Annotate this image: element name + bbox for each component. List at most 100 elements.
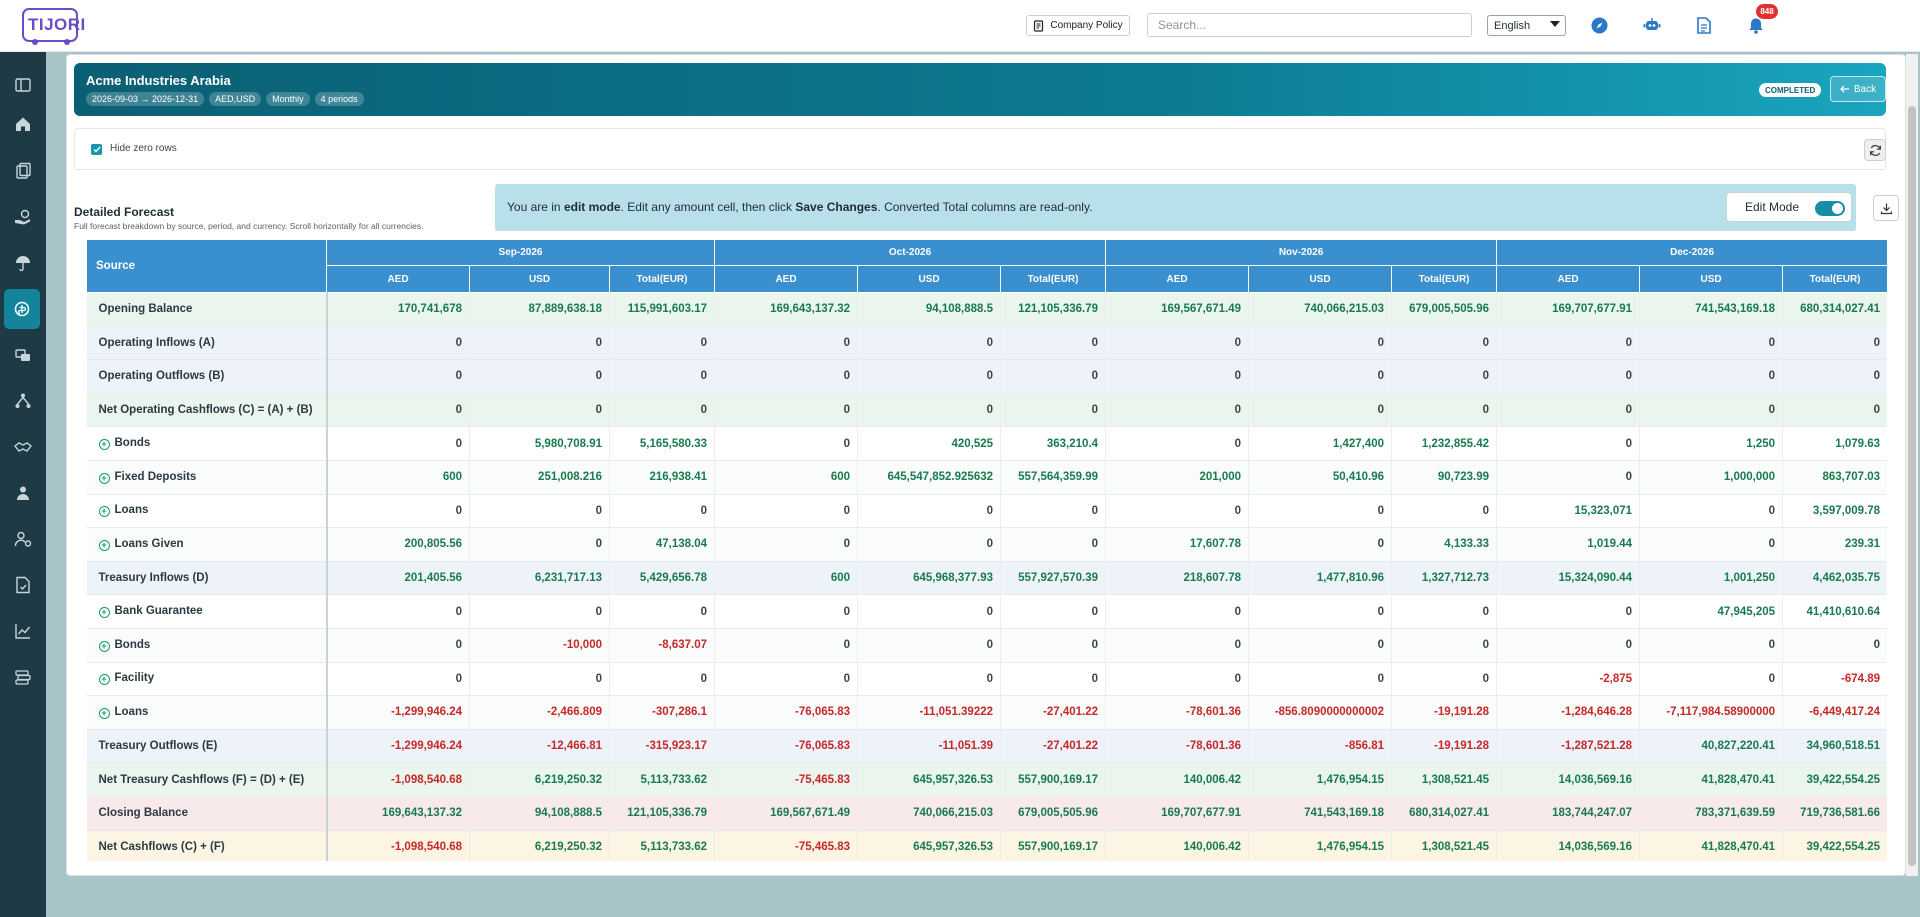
bot-icon[interactable] bbox=[1643, 16, 1661, 34]
expand-plus-icon[interactable]: + bbox=[98, 439, 110, 451]
amount-cell[interactable]: 17,607.78 bbox=[1105, 527, 1250, 562]
amount-cell[interactable]: 0 bbox=[714, 594, 859, 629]
amount-cell[interactable]: 200,805.56 bbox=[326, 527, 470, 562]
edit-mode-switch[interactable] bbox=[1815, 201, 1845, 216]
amount-cell[interactable]: -1,284,646.28 bbox=[1496, 695, 1641, 730]
amount-cell[interactable]: 0 bbox=[1496, 594, 1641, 629]
row-label[interactable]: + Loans Given bbox=[86, 527, 328, 562]
handshake-icon[interactable] bbox=[0, 427, 46, 467]
exchange-icon[interactable] bbox=[0, 335, 46, 375]
amount-cell[interactable]: 600 bbox=[326, 460, 470, 495]
edit-mode-toggle-button[interactable]: Edit Mode bbox=[1726, 192, 1852, 222]
compass-icon[interactable] bbox=[1590, 16, 1608, 34]
hide-zero-checkbox[interactable] bbox=[91, 144, 102, 155]
amount-cell[interactable]: -7,117,984.58900000 bbox=[1639, 695, 1784, 730]
forecast-table-container[interactable]: Source Sep-2026 Oct-2026 Nov-2026 Dec-2026 AE… bbox=[86, 239, 1887, 861]
tijori-logo[interactable]: TIJORI bbox=[22, 8, 85, 45]
expand-plus-icon[interactable]: + bbox=[98, 707, 110, 719]
amount-cell[interactable]: 0 bbox=[469, 594, 610, 629]
expand-plus-icon[interactable]: + bbox=[98, 472, 110, 484]
amount-cell[interactable]: 0 bbox=[326, 494, 470, 529]
amount-cell[interactable]: -76,065.83 bbox=[714, 695, 859, 730]
amount-cell[interactable]: 0 bbox=[1639, 494, 1784, 529]
bell-icon[interactable] bbox=[1747, 16, 1765, 34]
amount-cell[interactable]: 0 bbox=[326, 628, 470, 663]
row-label[interactable]: + Loans bbox=[86, 695, 328, 730]
row-label[interactable]: + Bank Guarantee bbox=[86, 594, 328, 629]
row-label[interactable]: + Bonds bbox=[86, 628, 328, 663]
amount-cell[interactable]: 0 bbox=[1639, 662, 1784, 697]
amount-cell[interactable]: 0 bbox=[714, 662, 859, 697]
amount-cell[interactable]: 0 bbox=[469, 494, 610, 529]
hand-money-icon[interactable] bbox=[0, 197, 46, 237]
amount-cell[interactable]: 50,410.96 bbox=[1248, 460, 1393, 495]
amount-cell[interactable]: 1,427,400 bbox=[1248, 426, 1393, 461]
amount-cell[interactable]: 0 bbox=[714, 527, 859, 562]
hierarchy-icon[interactable] bbox=[0, 381, 46, 421]
amount-cell[interactable]: 5,980,708.91 bbox=[469, 426, 610, 461]
amount-cell[interactable]: 0 bbox=[857, 494, 1002, 529]
amount-cell[interactable]: 0 bbox=[1248, 594, 1393, 629]
row-label[interactable]: + Fixed Deposits bbox=[86, 460, 328, 495]
home-icon[interactable] bbox=[0, 104, 46, 144]
amount-cell[interactable]: 0 bbox=[714, 426, 859, 461]
amount-cell[interactable]: 0 bbox=[714, 494, 859, 529]
stack-icon[interactable] bbox=[0, 657, 46, 697]
amount-cell[interactable]: -1,299,946.24 bbox=[326, 695, 470, 730]
amount-cell[interactable]: 0 bbox=[326, 662, 470, 697]
documents-icon[interactable] bbox=[0, 151, 46, 191]
amount-cell[interactable]: 0 bbox=[1496, 460, 1641, 495]
amount-cell[interactable]: -78,601.36 bbox=[1105, 695, 1250, 730]
row-label[interactable]: + Bonds bbox=[86, 426, 328, 461]
company-policy-button[interactable]: Company Policy bbox=[1026, 15, 1130, 36]
amount-cell[interactable]: -2,875 bbox=[1496, 662, 1641, 697]
amount-cell[interactable]: 0 bbox=[1248, 662, 1393, 697]
amount-cell[interactable]: 251,008.216 bbox=[469, 460, 610, 495]
user-badge-icon[interactable] bbox=[0, 473, 46, 513]
refresh-button[interactable] bbox=[1864, 139, 1886, 161]
amount-cell[interactable]: 0 bbox=[1105, 494, 1250, 529]
amount-cell[interactable]: 0 bbox=[1496, 426, 1641, 461]
amount-cell[interactable]: 0 bbox=[857, 662, 1002, 697]
amount-cell[interactable]: 0 bbox=[857, 628, 1002, 663]
expand-plus-icon[interactable]: + bbox=[98, 607, 110, 619]
amount-cell[interactable]: 0 bbox=[1248, 494, 1393, 529]
scrollbar-thumb[interactable] bbox=[1908, 106, 1916, 866]
amount-cell[interactable]: 0 bbox=[714, 628, 859, 663]
amount-cell[interactable]: 0 bbox=[469, 527, 610, 562]
expand-plus-icon[interactable]: + bbox=[98, 640, 110, 652]
amount-cell[interactable]: 0 bbox=[1105, 426, 1250, 461]
amount-cell[interactable]: 0 bbox=[1248, 628, 1393, 663]
amount-cell[interactable]: 0 bbox=[1496, 628, 1641, 663]
amount-cell[interactable]: 0 bbox=[326, 594, 470, 629]
download-button[interactable] bbox=[1873, 195, 1899, 221]
expand-plus-icon[interactable]: + bbox=[98, 674, 110, 686]
amount-cell[interactable]: 0 bbox=[1105, 662, 1250, 697]
report-icon[interactable] bbox=[0, 565, 46, 605]
back-button[interactable]: Back bbox=[1830, 76, 1886, 102]
amount-cell[interactable]: 1,000,000 bbox=[1639, 460, 1784, 495]
amount-cell[interactable]: 47,945,205 bbox=[1639, 594, 1784, 629]
expand-plus-icon[interactable]: + bbox=[98, 506, 110, 518]
amount-cell[interactable]: 0 bbox=[857, 594, 1002, 629]
amount-cell[interactable]: -2,466.809 bbox=[469, 695, 610, 730]
amount-cell[interactable]: -856.8090000000002 bbox=[1248, 695, 1393, 730]
page-scrollbar[interactable] bbox=[1906, 54, 1918, 876]
document-icon[interactable] bbox=[1695, 16, 1713, 34]
amount-cell[interactable]: -10,000 bbox=[469, 628, 610, 663]
amount-cell[interactable]: 0 bbox=[1639, 527, 1784, 562]
amount-cell[interactable]: 0 bbox=[469, 662, 610, 697]
user-settings-icon[interactable] bbox=[0, 519, 46, 559]
row-label[interactable]: + Loans bbox=[86, 494, 328, 529]
search-input[interactable] bbox=[1147, 13, 1472, 37]
amount-cell[interactable]: -11,051.39222 bbox=[857, 695, 1002, 730]
amount-cell[interactable]: 0 bbox=[1248, 527, 1393, 562]
language-select[interactable]: English bbox=[1487, 15, 1566, 36]
umbrella-icon[interactable] bbox=[0, 243, 46, 283]
amount-cell[interactable]: 201,000 bbox=[1105, 460, 1250, 495]
sidebar-toggle-icon[interactable] bbox=[0, 65, 46, 105]
chart-icon[interactable] bbox=[0, 611, 46, 651]
amount-cell[interactable]: 15,323,071 bbox=[1496, 494, 1641, 529]
expand-plus-icon[interactable]: + bbox=[98, 539, 110, 551]
amount-cell[interactable]: 1,019.44 bbox=[1496, 527, 1641, 562]
